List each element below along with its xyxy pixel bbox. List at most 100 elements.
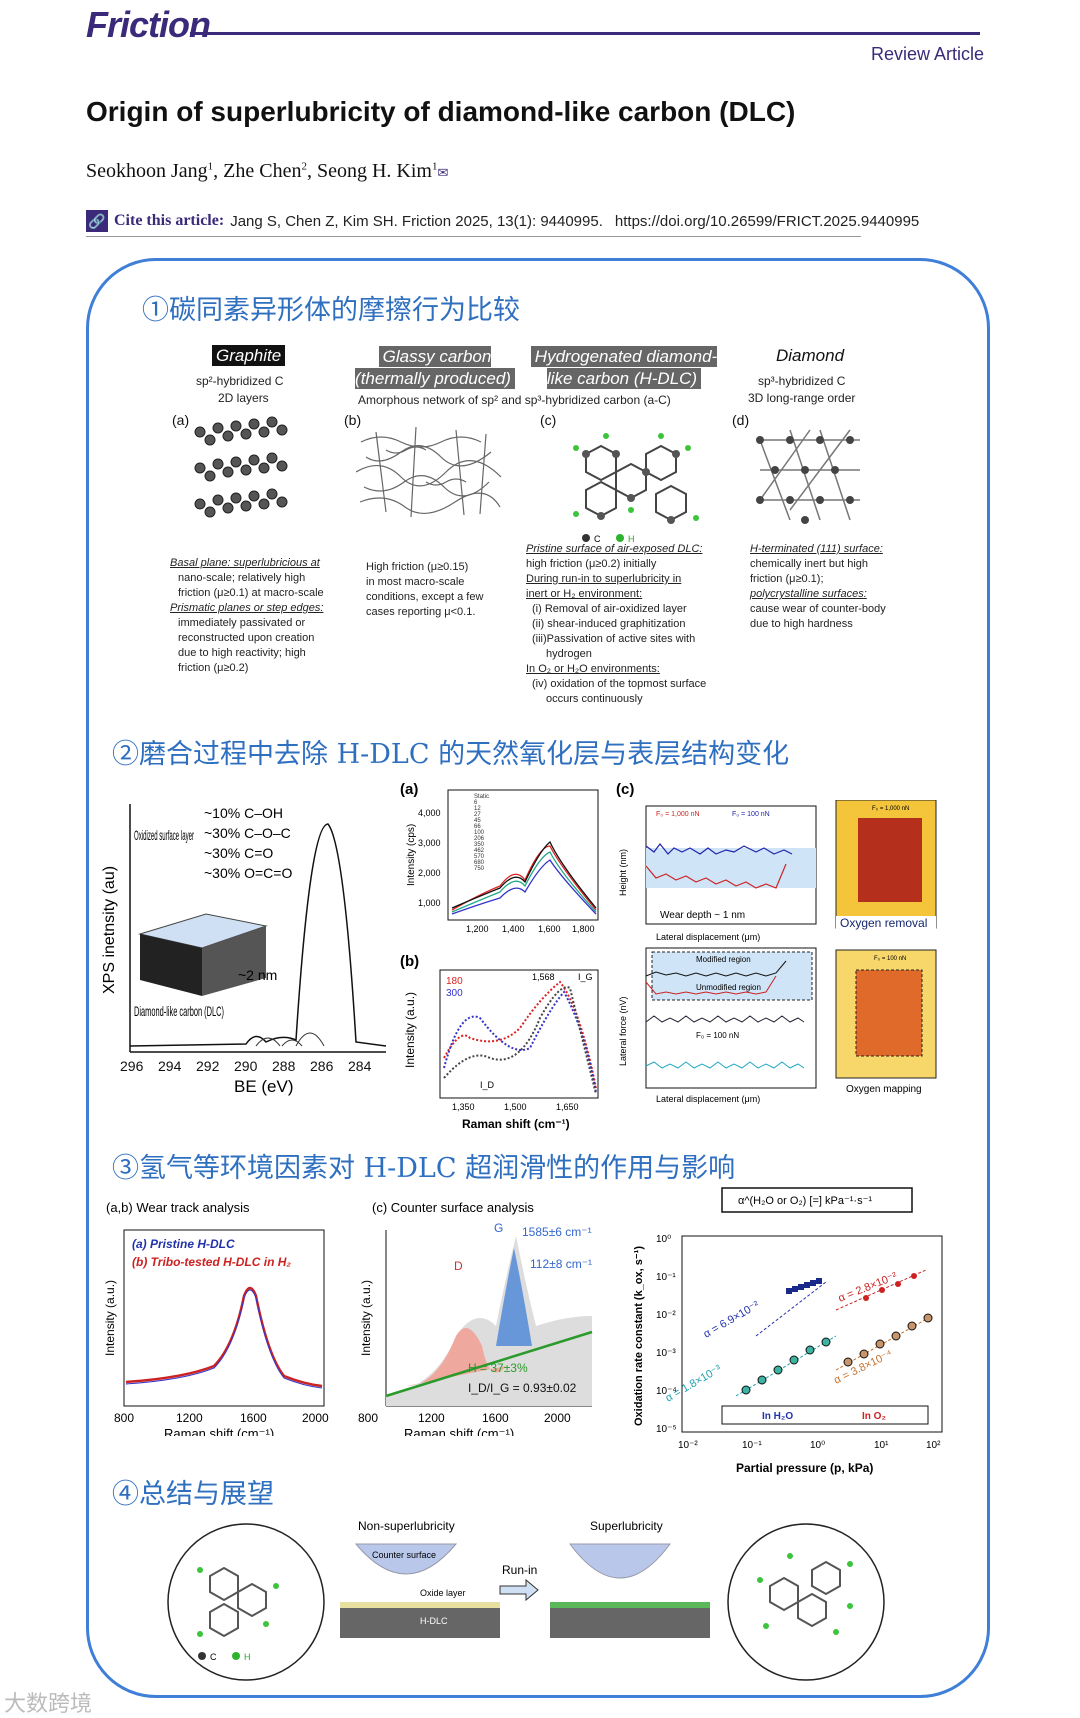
tag-a: (a) xyxy=(172,412,190,428)
svg-text:~30% C–O–C: ~30% C–O–C xyxy=(204,825,291,841)
svg-text:286: 286 xyxy=(310,1058,334,1074)
svg-text:1200: 1200 xyxy=(418,1411,445,1425)
svg-text:288: 288 xyxy=(272,1058,296,1074)
svg-text:296: 296 xyxy=(120,1058,144,1074)
graphite-caption: Basal plane: superlubricious at nano-sca… xyxy=(170,557,324,674)
glassy-caption: High friction (μ≥0.15) in most macro-scal… xyxy=(366,561,484,618)
journal-title: Friction xyxy=(86,4,211,45)
svg-text:(b): (b) xyxy=(400,953,419,970)
svg-text:(a): (a) xyxy=(400,781,418,798)
svg-text:Wear depth ~ 1 nm: Wear depth ~ 1 nm xyxy=(660,910,745,921)
legend-h: H xyxy=(628,534,635,544)
article-type: Review Article xyxy=(870,44,984,64)
svg-text:10⁰: 10⁰ xyxy=(656,1234,671,1245)
doi-link[interactable]: https://doi.org/10.26599/FRICT.2025.9440… xyxy=(614,212,920,230)
cite-text: Jang S, Chen Z, Kim SH. Friction 2025, 1… xyxy=(230,212,603,230)
oxidation-kinetics-figure: α^(H₂O or O₂) [=] kPa⁻¹·s⁻¹ Oxidation ra… xyxy=(633,1187,943,1475)
svg-text:1,568: 1,568 xyxy=(532,972,555,982)
svg-text:10⁻¹: 10⁻¹ xyxy=(742,1440,762,1451)
mail-icon[interactable]: ✉ xyxy=(437,165,449,180)
svg-text:Lateral displacement (μm): Lateral displacement (μm) xyxy=(656,1094,760,1104)
svg-text:27: 27 xyxy=(474,812,481,818)
svg-text:294: 294 xyxy=(158,1058,182,1074)
mechanism-schematic: C H Non-superlubricity Counter surface O… xyxy=(167,1519,885,1681)
svg-text:F₀ = 100 nN: F₀ = 100 nN xyxy=(732,811,770,818)
author-name: Seong H. Kim xyxy=(316,160,432,182)
svg-text:I_D/I_G = 0.93±0.02: I_D/I_G = 0.93±0.02 xyxy=(468,1381,577,1395)
svg-text:10⁻¹: 10⁻¹ xyxy=(656,1272,676,1283)
diamond-structure-image xyxy=(756,429,860,524)
svg-text:4,000: 4,000 xyxy=(418,808,441,818)
svg-text:Modified region: Modified region xyxy=(696,955,751,964)
svg-text:Oxidation rate constant (k_ox,: Oxidation rate constant (k_ox, s⁻¹) xyxy=(633,1246,645,1426)
svg-text:180: 180 xyxy=(446,976,463,987)
glassy-sub1: Amorphous network of sp² and sp³-hybridi… xyxy=(358,393,671,407)
hdlc-caption: Pristine surface of air-exposed DLC: hig… xyxy=(526,543,707,705)
svg-text:10⁻²: 10⁻² xyxy=(678,1440,698,1451)
svg-text:2000: 2000 xyxy=(544,1411,571,1425)
header-rule xyxy=(190,32,980,35)
tag-b: (b) xyxy=(344,412,362,428)
paper-title: Origin of superlubricity of diamond-like… xyxy=(86,96,796,127)
svg-text:462: 462 xyxy=(474,848,485,854)
svg-text:F₀ = 100 nN: F₀ = 100 nN xyxy=(874,956,906,962)
svg-text:(b) Tribo-tested H-DLC in H₂: (b) Tribo-tested H-DLC in H₂ xyxy=(132,1255,291,1269)
svg-text:1,400: 1,400 xyxy=(502,924,525,934)
svg-text:1,000: 1,000 xyxy=(418,898,441,908)
diamond-sub1: sp³-hybridized C xyxy=(758,374,846,388)
svg-text:Raman shift (cm⁻¹): Raman shift (cm⁻¹) xyxy=(462,1117,570,1131)
graphite-header: Graphite xyxy=(212,345,286,366)
svg-text:1,600: 1,600 xyxy=(538,924,561,934)
afm-profile-figure: (c) Height (nm) F₀ = 1,000 nN F₀ = 100 n… xyxy=(616,781,817,1104)
svg-text:66: 66 xyxy=(474,824,481,830)
svg-text:570: 570 xyxy=(474,854,485,860)
svg-text:Intensity (a.u.): Intensity (a.u.) xyxy=(104,1280,117,1356)
raman-b-figure: (b) Intensity (a.u.) 180 300 1,568 I_G I… xyxy=(400,953,599,1131)
svg-text:~10% C–OH: ~10% C–OH xyxy=(204,805,283,821)
svg-text:1,200: 1,200 xyxy=(466,924,489,934)
graphite-sub2: 2D layers xyxy=(218,391,269,405)
svg-text:Static: Static xyxy=(474,794,489,800)
svg-text:284: 284 xyxy=(348,1058,372,1074)
svg-text:Oxygen mapping: Oxygen mapping xyxy=(846,1084,922,1095)
watermark: 大数跨境 xyxy=(4,1691,93,1716)
glassy-header: Glassy carbon (thermally produced) xyxy=(350,346,520,390)
svg-text:Partial pressure (p, kPa): Partial pressure (p, kPa) xyxy=(736,1461,873,1475)
svg-text:10⁰: 10⁰ xyxy=(810,1440,825,1451)
svg-text:1200: 1200 xyxy=(176,1411,203,1425)
svg-text:290: 290 xyxy=(234,1058,258,1074)
svg-text:H-DLC: H-DLC xyxy=(420,1616,448,1626)
svg-text:In O₂: In O₂ xyxy=(862,1411,886,1422)
svg-text:6: 6 xyxy=(474,800,478,806)
svg-text:2,000: 2,000 xyxy=(418,868,441,878)
svg-text:G: G xyxy=(494,1221,503,1235)
link-icon: 🔗 xyxy=(86,210,108,232)
xps-oxidized-label: Oxidized surface layer xyxy=(134,827,194,843)
cite-label: Cite this article: xyxy=(114,212,225,229)
svg-text:300: 300 xyxy=(446,988,463,999)
svg-text:I_G: I_G xyxy=(578,972,593,982)
graphite-structure-image xyxy=(194,416,288,518)
svg-text:(c): (c) xyxy=(616,781,634,798)
svg-text:206: 206 xyxy=(474,836,485,842)
svg-text:Superlubricity: Superlubricity xyxy=(590,1519,663,1533)
svg-text:1,500: 1,500 xyxy=(504,1102,527,1112)
xps-ylabel: XPS inetnsity (au) xyxy=(101,866,118,994)
citation: 🔗 Cite this article: Jang S, Chen Z, Kim… xyxy=(86,210,919,232)
svg-text:10⁻⁴: 10⁻⁴ xyxy=(656,1386,677,1397)
svg-text:Intensity (a.u.): Intensity (a.u.) xyxy=(359,1280,373,1356)
diamond-header: Diamond xyxy=(776,346,845,365)
section-heading-1: ①碳同素异形体的摩擦行为比较 xyxy=(142,295,520,326)
graphite-sub1: sp²-hybridized C xyxy=(196,374,284,388)
section-heading-4: ④总结与展望 xyxy=(112,1479,274,1510)
svg-text:In H₂O: In H₂O xyxy=(762,1411,793,1422)
hdlc-header: Hydrogenated diamond-like carbon (H-DLC) xyxy=(526,346,722,390)
svg-text:2000: 2000 xyxy=(302,1411,329,1425)
author-name: Seokhoon Jang xyxy=(86,160,208,182)
svg-text:Unmodified region: Unmodified region xyxy=(696,983,761,992)
svg-text:Run-in: Run-in xyxy=(502,1563,537,1577)
cite-underline xyxy=(86,236,861,237)
section-heading-2: ②磨合过程中去除 H-DLC 的天然氧化层与表层结构变化 xyxy=(112,739,790,770)
svg-text:350: 350 xyxy=(474,842,485,848)
svg-text:10²: 10² xyxy=(926,1440,941,1451)
